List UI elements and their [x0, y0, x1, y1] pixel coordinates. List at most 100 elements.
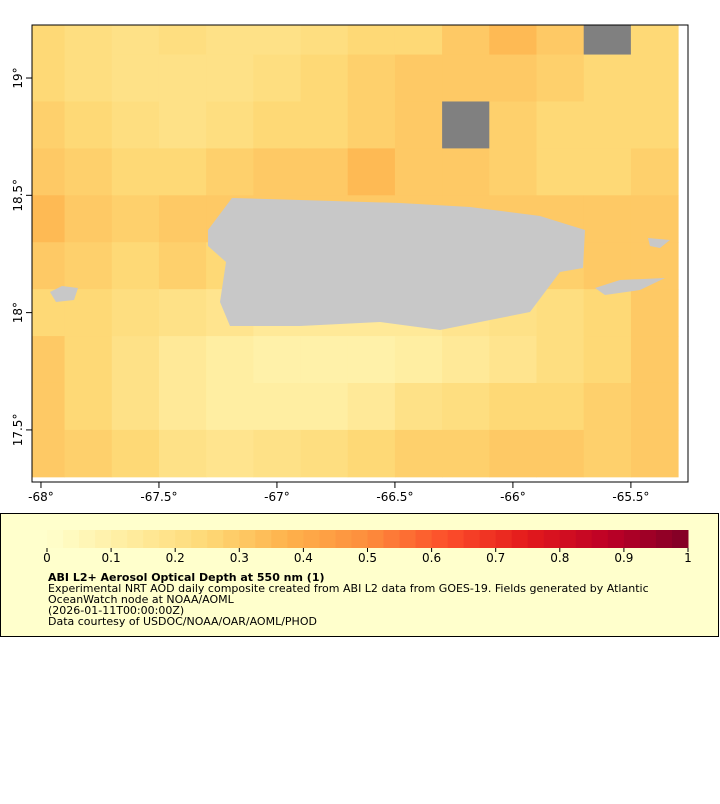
aod-cell [536, 148, 585, 196]
aod-cell [32, 25, 66, 56]
colorbar-swatch [607, 530, 625, 548]
colorbar-swatch [383, 530, 401, 548]
aod-cell [536, 336, 585, 384]
colorbar-swatch [623, 530, 641, 548]
colorbar-swatch [495, 530, 513, 548]
aod-cell [394, 54, 443, 102]
aod-cell [158, 289, 207, 337]
aod-cell [489, 336, 538, 384]
colorbar-tick-label: 1 [684, 551, 692, 565]
puerto-rico [208, 198, 585, 330]
aod-cell [583, 101, 632, 149]
aod-cell [394, 101, 443, 149]
aod-cell [253, 148, 302, 196]
aod-cell [206, 54, 254, 102]
aod-cell [536, 429, 585, 478]
aod-cell [300, 382, 349, 431]
colorbar-swatch [655, 530, 673, 548]
aod-cell [206, 148, 254, 196]
aod-cell [64, 429, 113, 478]
aod-cell [206, 336, 254, 384]
colorbar-tick-label: 0 [43, 551, 51, 565]
colorbar-swatch [463, 530, 481, 548]
y-tick-label: 18° [11, 302, 25, 323]
colorbar-swatch [223, 530, 240, 548]
colorbar-tick-label: 0.1 [102, 551, 121, 565]
colorbar-swatch [639, 530, 657, 548]
aod-cell [630, 195, 679, 243]
plot-frame [31, 24, 689, 483]
colorbar-tick-label: 0.8 [550, 551, 569, 565]
aod-cell [111, 25, 160, 56]
aod-cell [206, 429, 254, 478]
aod-cell [206, 382, 254, 431]
aod-cell [583, 148, 632, 196]
y-tick-label: 18.5° [11, 179, 25, 212]
vieques [595, 278, 665, 295]
aod-cell [347, 101, 396, 149]
aod-cell [442, 101, 490, 149]
aod-cell [253, 101, 302, 149]
aod-cell [489, 54, 538, 102]
aod-cell [583, 382, 632, 431]
aod-cell [111, 101, 160, 149]
aod-cell [583, 289, 632, 337]
aod-cell [300, 54, 349, 102]
colorbar-swatch [447, 530, 465, 548]
aod-cell [253, 336, 302, 384]
colorbar-swatch [303, 530, 320, 548]
aod-cell [347, 25, 396, 56]
aod-cell [32, 148, 66, 196]
x-tick-label: -66.5° [376, 490, 413, 504]
colorbar-swatch [335, 530, 352, 548]
aod-cell [630, 382, 679, 431]
aod-cell [64, 195, 113, 243]
aod-cell [347, 336, 396, 384]
colorbar-swatch [511, 530, 529, 548]
aod-cell [111, 54, 160, 102]
colorbar-swatch [527, 530, 545, 548]
aod-cell [206, 25, 254, 56]
aod-cell [64, 54, 113, 102]
legend-line: Experimental NRT AOD daily composite cre… [48, 582, 649, 595]
aod-cell [489, 148, 538, 196]
colorbar-swatch [143, 530, 160, 548]
colorbar-tick-label: 0.6 [422, 551, 441, 565]
aod-cell [536, 25, 585, 56]
aod-cell [394, 25, 443, 56]
aod-cell [158, 429, 207, 478]
aod-cell [158, 54, 207, 102]
colorbar-swatch [351, 530, 368, 548]
colorbar-tick-label: 0.5 [358, 551, 377, 565]
aod-cell [253, 429, 302, 478]
aod-cell [64, 25, 113, 56]
colorbar-swatch [239, 530, 256, 548]
aod-cell [442, 429, 490, 478]
aod-cell [394, 336, 443, 384]
aod-cell [32, 101, 66, 149]
aod-cell [64, 242, 113, 290]
aod-cell [630, 148, 679, 196]
aod-cell [111, 382, 160, 431]
aod-cell [64, 148, 113, 196]
colorbar-swatch [175, 530, 192, 548]
x-tick-label: -68° [28, 490, 54, 504]
colorbar-swatch [415, 530, 433, 548]
colorbar-swatch [671, 530, 689, 548]
colorbar-swatch [367, 530, 385, 548]
aod-cell [253, 54, 302, 102]
colorbar-tick-label: 0.2 [166, 551, 185, 565]
aod-cell [347, 429, 396, 478]
aod-cell [630, 429, 679, 478]
aod-cell [64, 336, 113, 384]
aod-cell [158, 148, 207, 196]
aod-cell [536, 382, 585, 431]
aod-cell [64, 101, 113, 149]
aod-cell [630, 289, 679, 337]
colorbar-tick-label: 0.3 [230, 551, 249, 565]
legend-title: ABI L2+ Aerosol Optical Depth at 550 nm … [48, 571, 325, 584]
aod-cell [64, 382, 113, 431]
colorbar-swatch [47, 530, 64, 548]
colorbar-swatch [255, 530, 272, 548]
